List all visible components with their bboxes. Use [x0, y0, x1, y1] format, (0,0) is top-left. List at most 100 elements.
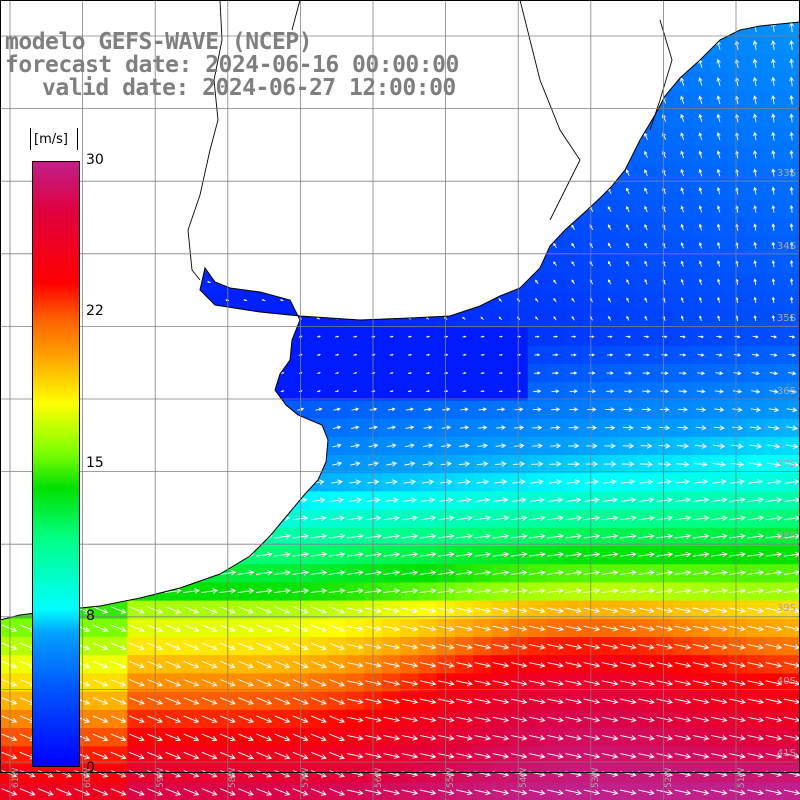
- wind-arrow: [389, 371, 394, 375]
- colorbar-unit-label: [m/s]: [34, 132, 68, 147]
- wind-arrow: [316, 335, 321, 338]
- wind-arrow: [698, 242, 703, 249]
- wind-arrow: [310, 751, 327, 760]
- wind-arrow: [680, 168, 685, 177]
- wind-arrow: [332, 443, 342, 448]
- wind-arrow: [256, 679, 273, 687]
- wind-arrow: [553, 316, 557, 321]
- wind-arrow: [165, 606, 182, 614]
- wind-arrow: [607, 224, 612, 231]
- wind-arrow: [771, 131, 776, 141]
- wind-arrow: [386, 443, 397, 449]
- wind-arrow: [601, 716, 619, 723]
- title-valid-date: valid date: 2024-06-27 12:00:00: [42, 75, 456, 101]
- wind-arrow: [716, 150, 721, 159]
- wind-arrow: [401, 569, 419, 576]
- wind-arrow: [789, 39, 794, 51]
- wind-arrow: [238, 697, 254, 705]
- wind-arrow: [510, 625, 528, 632]
- wind-arrow: [110, 770, 127, 778]
- wind-arrow: [201, 679, 218, 687]
- wind-arrow: [517, 371, 522, 375]
- wind-arrow: [626, 279, 630, 285]
- wind-arrow: [565, 569, 583, 576]
- wind-arrow: [680, 132, 685, 141]
- wind-arrow: [423, 425, 433, 430]
- wind-arrow: [238, 642, 254, 651]
- wind-arrow: [601, 625, 619, 632]
- wind-speed-cell: [127, 782, 147, 800]
- wind-arrow: [92, 660, 109, 669]
- wind-arrow: [644, 297, 648, 303]
- wind-arrow: [548, 479, 563, 485]
- wind-arrow: [583, 716, 601, 723]
- wind-arrow: [753, 150, 758, 159]
- wind-arrow: [692, 515, 710, 521]
- wind-arrow: [641, 407, 652, 412]
- wind-speed-cell: [54, 782, 74, 800]
- wind-arrow: [553, 297, 557, 303]
- wind-arrow: [19, 788, 36, 796]
- wind-arrow: [565, 716, 583, 723]
- wind-arrow: [476, 461, 489, 467]
- wind-arrow: [692, 753, 710, 759]
- wind-arrow: [678, 389, 688, 394]
- wind-arrow: [656, 734, 674, 741]
- wind-arrow: [310, 551, 328, 558]
- wind-arrow: [510, 643, 528, 650]
- wind-arrow: [747, 551, 765, 558]
- wind-arrow: [692, 551, 710, 558]
- wind-arrow: [183, 697, 200, 705]
- wind-arrow: [478, 407, 488, 412]
- wind-arrow: [347, 789, 364, 796]
- wind-arrow: [771, 314, 775, 322]
- wind-arrow: [601, 643, 619, 650]
- wind-arrow: [656, 789, 674, 796]
- wind-arrow: [640, 461, 654, 468]
- wind-arrow: [256, 788, 273, 796]
- wind-arrow: [386, 461, 398, 467]
- wind-arrow: [583, 789, 601, 796]
- wind-arrow: [332, 425, 342, 430]
- wind-arrow: [656, 551, 674, 558]
- wind-arrow: [715, 353, 723, 357]
- wind-arrow: [476, 479, 490, 485]
- wind-arrow: [711, 643, 728, 650]
- wind-arrow: [680, 223, 684, 231]
- wind-arrow: [692, 716, 710, 723]
- wind-arrow: [565, 551, 583, 558]
- wind-speed-cell: [109, 782, 128, 800]
- wind-arrow: [310, 697, 327, 705]
- wind-arrow: [110, 788, 127, 796]
- wind-arrow: [310, 533, 328, 540]
- wind-arrow: [601, 551, 619, 558]
- wind-arrow: [677, 425, 689, 431]
- wind-arrow: [789, 296, 794, 304]
- wind-arrow: [494, 479, 508, 485]
- wind-arrow: [238, 770, 254, 778]
- wind-arrow: [389, 353, 394, 356]
- wind-arrow: [680, 297, 684, 303]
- wind-arrow: [475, 497, 491, 503]
- wind-arrow: [626, 315, 630, 321]
- wind-arrow: [660, 389, 670, 394]
- wind-arrow: [261, 299, 266, 302]
- wind-arrow: [771, 186, 776, 195]
- wind-arrow: [350, 443, 361, 448]
- wind-arrow: [583, 588, 601, 594]
- wind-arrow: [459, 425, 470, 430]
- wind-arrow: [787, 389, 797, 394]
- wind-arrow: [639, 479, 654, 485]
- wind-arrow: [604, 443, 616, 449]
- wind-arrow: [547, 569, 564, 576]
- wind-arrow: [183, 660, 200, 669]
- wind-arrow: [347, 662, 364, 668]
- wind-arrow: [347, 680, 364, 687]
- wind-arrow: [711, 716, 728, 723]
- wind-arrow: [279, 299, 284, 302]
- longitude-label: 59W: [156, 767, 166, 788]
- wind-arrow: [462, 335, 467, 338]
- wind-arrow: [401, 680, 419, 687]
- wind-arrow: [165, 679, 182, 687]
- wind-arrow: [638, 625, 655, 632]
